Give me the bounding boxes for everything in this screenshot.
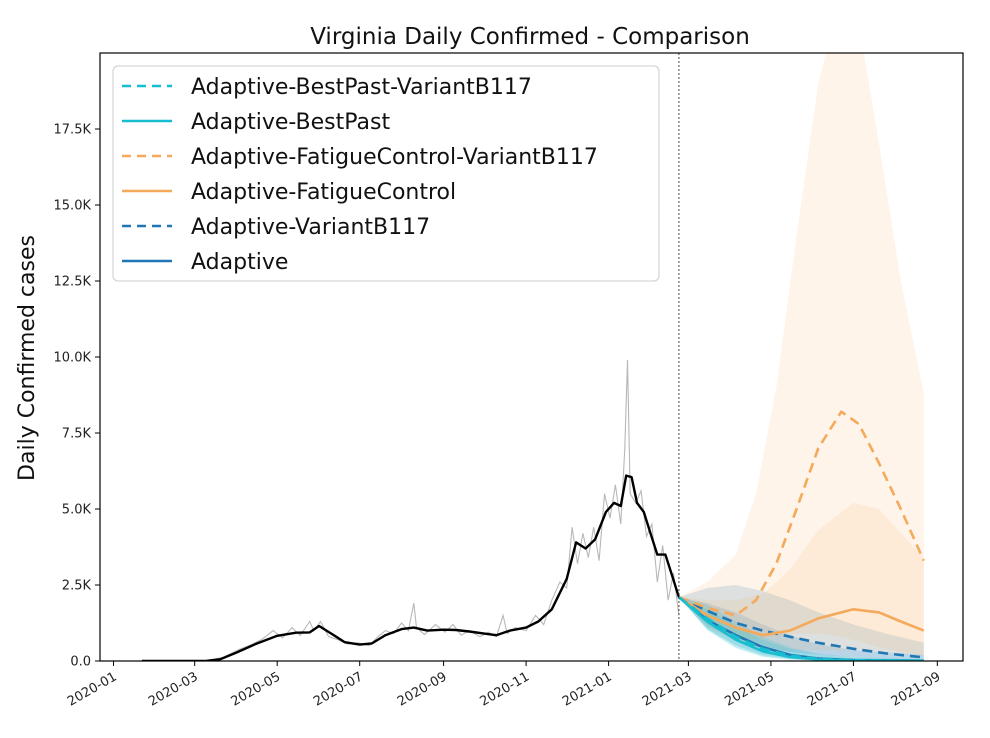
y-tick-label: 0.0 [70,655,91,670]
legend: Adaptive-BestPast-VariantB117 Adaptive-Be… [112,65,660,282]
y-tick-label: 17.5K [54,123,92,138]
legend-label-adaptive-bestpast: Adaptive-BestPast [191,110,390,135]
legend-label-adaptive: Adaptive [191,250,288,275]
line-adaptive-bestpast-variantb117 [678,596,924,661]
legend-label-adaptive-fatiguecontrol-variantb117: Adaptive-FatigueControl-VariantB117 [191,145,598,170]
line-adaptive-fatiguecontrol [678,596,925,637]
y-tick-label: 12.5K [54,275,92,290]
observed-smoothed-line [141,474,681,661]
band-adaptive-bestpast [678,597,924,661]
legend-label-adaptive-bestpast-variantb117: Adaptive-BestPast-VariantB117 [191,75,532,100]
y-tick-label: 15.0K [54,199,92,214]
y-tick-label: 5.0K [62,503,92,518]
band-adaptive [678,597,924,661]
band-adaptive-fatiguecontrol [678,502,924,655]
band-adaptive-fatiguecontrol-variantb117 [678,53,924,657]
forecast-lines [678,410,925,661]
band-adaptive-bestpast-variantb117 [678,597,924,661]
y-tick-label: 10.0K [54,351,92,366]
y-axis: 0.0 2.5K 5.0K 7.5K 10.0K 12.5K 15.0K 17.5K [54,123,100,670]
line-adaptive-fatiguecontrol-variantb117 [678,410,925,617]
observed-raw-line [141,359,680,661]
legend-box [112,65,660,282]
y-tick-label: 2.5K [62,579,92,594]
legend-label-adaptive-fatiguecontrol: Adaptive-FatigueControl [191,180,456,205]
line-adaptive-variantb117 [678,596,924,659]
observed-data [141,359,681,661]
legend-label-adaptive-variantb117: Adaptive-VariantB117 [191,215,430,240]
chart-title: Virginia Daily Confirmed - Comparison [310,24,750,50]
uncertainty-bands [678,53,924,661]
y-tick-label: 7.5K [62,427,92,442]
y-axis-label: Daily Confirmed cases [15,235,40,481]
band-adaptive-variantb117 [678,585,924,661]
